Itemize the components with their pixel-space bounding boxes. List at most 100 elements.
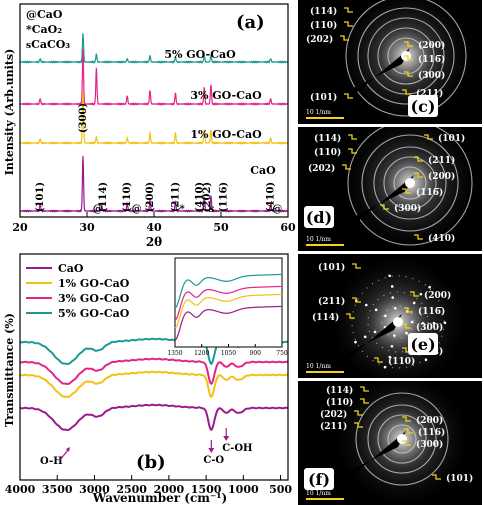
inset-xtick-label: 1050 — [221, 350, 236, 357]
plane-label: (211) — [416, 88, 443, 99]
diffraction-spot — [405, 331, 408, 335]
pointer-arrow — [342, 164, 351, 170]
xrd-line-3 — [19, 156, 289, 213]
plane-label: (410) — [428, 233, 455, 244]
plane-label: (200) — [428, 171, 455, 182]
diffraction-ring — [377, 27, 435, 85]
xrd-annotation-marker: @ — [93, 204, 103, 215]
pointer-arrow — [402, 89, 411, 95]
xrd-xlabel: 2θ — [146, 235, 162, 249]
pointer-arrow — [404, 428, 413, 434]
ftir-xtick-label: 3500 — [42, 483, 73, 496]
xrd-annotation-marker: s — [209, 204, 215, 215]
pointer-arrow — [344, 93, 353, 99]
xrd-ylabel: Intensity (Arb.units) — [3, 49, 16, 176]
plane-label: (300) — [394, 203, 421, 214]
panel-label-b: (b) — [136, 452, 166, 473]
legend-marker-cao: @CaO — [26, 8, 63, 21]
xrd-annotation: (202) — [202, 182, 213, 212]
plane-label: (116̅) — [418, 54, 445, 65]
xrd-xtick-label: 40 — [146, 221, 162, 234]
ftir-ylabel: Transmittance (%) — [3, 313, 16, 427]
plane-label: (202) — [306, 34, 333, 45]
panel-label-d: (d) — [306, 208, 332, 227]
diffraction-ring — [377, 414, 427, 464]
saed-panel-e: (101)(211)(114)(200)(116̅)(300)(202)(110… — [298, 254, 482, 378]
xrd-xtick-label: 30 — [79, 221, 95, 234]
diffraction-ring — [347, 127, 473, 246]
legend-entry: CaO — [58, 262, 84, 275]
diffraction-spot — [428, 285, 431, 289]
xrd-xtick-label: 50 — [213, 221, 229, 234]
pointer-arrow — [348, 148, 357, 154]
diffraction-spot — [383, 365, 387, 369]
plane-label: (101) — [438, 133, 465, 144]
diffraction-spot — [424, 358, 428, 362]
diffraction-ring — [387, 37, 425, 75]
diffraction-spot — [390, 285, 394, 288]
pointer-arrow — [340, 35, 349, 41]
diffraction-spot — [354, 340, 357, 344]
central-beam — [393, 317, 403, 327]
diffraction-spot — [388, 355, 392, 359]
pointer-arrow — [410, 291, 419, 297]
inset-xtick-label: 750 — [276, 350, 288, 357]
legend-entry: 3% GO-CaO — [58, 292, 130, 305]
inset-xtick-label: 1200 — [194, 350, 209, 357]
inset-line-3 — [174, 273, 283, 309]
xrd-marker-legend: @CaO *CaO₂ sCaCO₃ — [26, 8, 70, 51]
scale-bar-label: 10 1/nm — [306, 363, 331, 370]
pointer-arrow — [346, 313, 355, 319]
ftir-xtick-label: 2500 — [116, 483, 147, 496]
plane-label: (116̅) — [416, 187, 443, 198]
pointer-arrow — [352, 263, 361, 269]
panel-label-box — [304, 206, 334, 228]
plane-label: (300) — [416, 322, 443, 333]
panel-label-e: (e) — [410, 335, 435, 354]
plane-label: (110) — [310, 20, 337, 31]
ftir-legend: CaO 1% GO-CaO 3% GO-CaO 5% GO-CaO — [26, 262, 130, 320]
diffraction-ring — [345, 0, 467, 117]
diffraction-spot — [373, 330, 377, 334]
xrd-annotation: (410) — [266, 182, 277, 212]
inset-line-2 — [174, 285, 283, 321]
diffraction-ring — [387, 424, 417, 454]
pointer-arrow — [360, 386, 369, 392]
diffraction-spot — [432, 321, 436, 325]
diffraction-ring — [361, 134, 459, 232]
plane-label: (211) — [428, 155, 455, 166]
pointer-arrow — [424, 134, 433, 140]
xrd-annotation: (211) — [170, 182, 181, 212]
diffraction-spot — [412, 301, 416, 305]
diffraction-spot — [393, 334, 396, 337]
series-label-3: 3% GO-CaO — [190, 89, 262, 102]
ftir-xtick-label: 1000 — [228, 483, 259, 496]
pointer-arrow — [354, 410, 363, 416]
saed-panel-d: (114) (110) (202) (101) (211) (200) (116̅) (300… — [298, 127, 482, 251]
panel-label-a: (a) — [236, 12, 265, 33]
diffraction-spot — [421, 321, 425, 325]
plane-label: (110) — [388, 356, 415, 367]
diffraction-ring — [367, 291, 429, 353]
ftir-annotation-oh: O-H — [40, 456, 63, 467]
annotation-arrowhead — [66, 447, 70, 452]
legend-entry: 1% GO-CaO — [58, 277, 130, 290]
pointer-arrow — [414, 234, 423, 240]
plane-label: (200) — [424, 290, 451, 301]
plane-label: (101) — [310, 92, 337, 103]
pointer-arrow — [344, 7, 353, 13]
annotation-arrowhead — [223, 436, 230, 441]
pointer-arrow — [402, 188, 411, 194]
inset-xtick-label: 1350 — [167, 350, 182, 357]
ftir-chart: 4000 3500 3000 2500 2000 1500 1000 500 Wavenumb… — [3, 253, 292, 505]
panel-label-f: (f) — [308, 470, 330, 489]
plane-label: (116̅) — [418, 306, 445, 317]
series-label-5: 5% GO-CaO — [164, 48, 236, 61]
plane-label: (202) — [320, 409, 347, 420]
plane-label: (110) — [326, 397, 353, 408]
plane-label: (211) — [320, 421, 347, 432]
pointer-arrow — [432, 474, 441, 480]
inset-line-0 — [174, 305, 283, 341]
ftir-line-1 — [19, 370, 289, 399]
plane-label: (300) — [418, 70, 445, 81]
